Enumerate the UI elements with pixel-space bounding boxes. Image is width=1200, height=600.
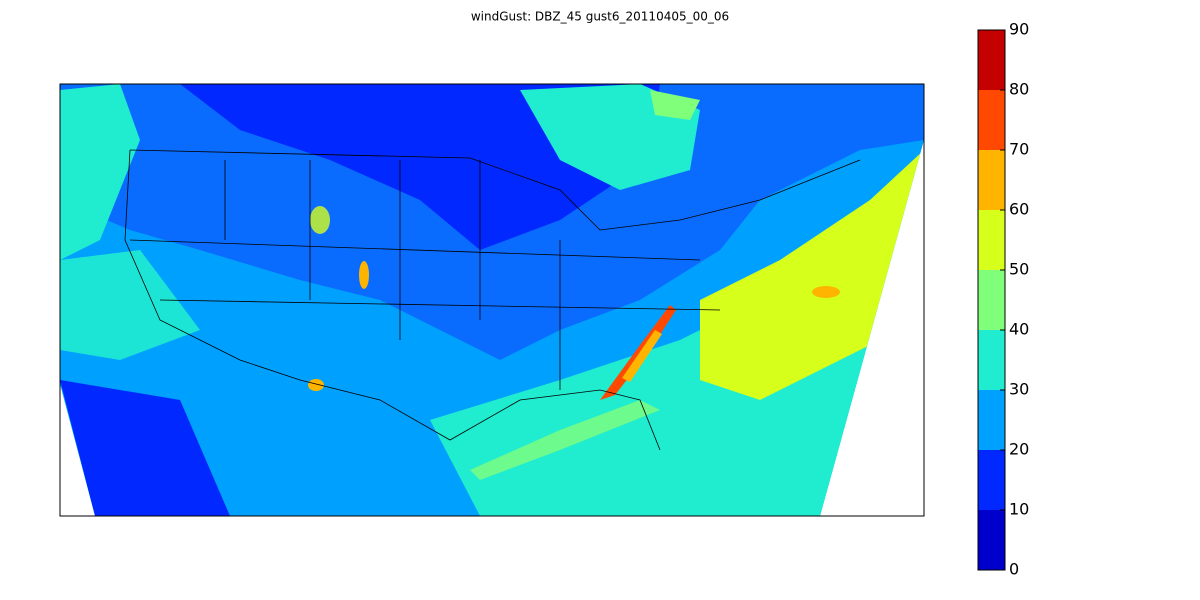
colorbar-tick-label: 10	[1009, 500, 1029, 519]
colorbar-band	[978, 450, 1005, 510]
colorbar-frame	[977, 29, 1006, 571]
map	[59, 83, 925, 517]
colorbar-tick-label: 50	[1009, 260, 1029, 279]
map-frame	[59, 83, 925, 517]
colorbar-band	[978, 270, 1005, 330]
colorbar-tick-label: 40	[1009, 320, 1029, 339]
colorbar-band	[978, 390, 1005, 450]
colorbar-tick-label: 80	[1009, 80, 1029, 99]
colorbar-band	[978, 150, 1005, 210]
wind-field	[60, 84, 924, 516]
colorbar-tick-label: 0	[1009, 560, 1019, 579]
map-title: windGust: DBZ_45 gust6_20110405_00_06	[471, 10, 729, 24]
colorbar-band	[978, 30, 1005, 90]
colorbar-band	[978, 510, 1005, 570]
colorbar-tick-label: 90	[1009, 20, 1029, 39]
boundaries	[124, 149, 861, 451]
colorbar: 0 10 20 30 40 50 60 70 80 90	[977, 20, 1029, 579]
colorbar-tick-label: 20	[1009, 440, 1029, 459]
colorbar-tick-label: 70	[1009, 140, 1029, 159]
colorbar-band	[978, 90, 1005, 150]
colorbar-band	[978, 210, 1005, 270]
colorbar-band	[978, 330, 1005, 390]
colorbar-tick-label: 30	[1009, 380, 1029, 399]
colorbar-tick-label: 60	[1009, 200, 1029, 219]
